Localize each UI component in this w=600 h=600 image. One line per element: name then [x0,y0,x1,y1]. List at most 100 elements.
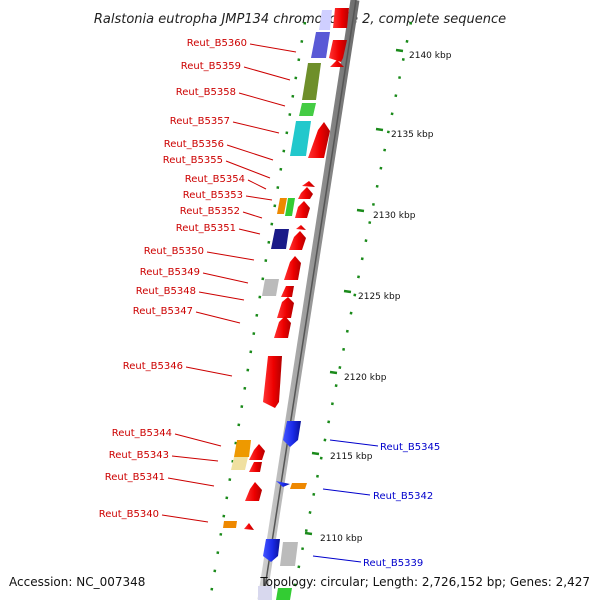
tick-mark [356,208,365,213]
leader-line [232,121,280,134]
gene-arrow[interactable] [281,286,294,297]
leader-line [167,477,215,487]
tick-mark [311,451,320,456]
leader-line [322,488,371,496]
gene-box[interactable] [285,198,295,216]
gene-arrow[interactable] [263,356,282,408]
gene-box[interactable] [262,279,279,296]
leader-line [171,455,219,462]
gene-box[interactable] [271,229,289,249]
gene-arrow[interactable] [274,316,291,338]
gene-arrow[interactable] [298,187,313,199]
gene-label[interactable]: Reut_B5360 [187,38,247,49]
gene-label[interactable]: Reut_B5346 [123,361,183,372]
tick-label: 2120 kbp [344,373,387,383]
gene-box[interactable] [290,121,311,156]
gene-arrow[interactable] [333,8,349,28]
tick-mark [375,127,384,132]
gene-arrow[interactable] [302,181,315,187]
gene-arrow[interactable] [263,539,280,562]
gene-arrow[interactable] [289,231,306,250]
gene-arrow[interactable] [296,225,306,230]
gene-label[interactable]: Reut_B5342 [373,491,433,502]
gene-box[interactable] [299,103,316,116]
gene-label[interactable]: Reut_B5356 [164,139,224,150]
gene-arrow[interactable] [330,60,344,67]
gene-label[interactable]: Reut_B5354 [185,174,245,185]
gene-box[interactable] [290,483,307,489]
forward-strand-genes [244,8,349,530]
gene-arrow[interactable] [329,40,347,62]
gene-arrow[interactable] [249,462,262,472]
gene-label[interactable]: Reut_B5350 [144,246,204,257]
gene-label[interactable]: Reut_B5358 [176,87,236,98]
chromosome-backbone [257,0,360,600]
gene-box[interactable] [223,521,237,528]
gene-box[interactable] [258,586,272,600]
tick-mark [304,531,313,536]
gene-arrow[interactable] [245,482,262,501]
gene-label[interactable]: Reut_B5344 [112,428,172,439]
gene-label[interactable]: Reut_B5345 [380,442,440,453]
gene-arrow[interactable] [295,201,310,218]
gene-arrow[interactable] [244,523,254,530]
tick-mark [343,289,352,294]
leader-line [174,433,222,447]
gene-label[interactable]: Reut_B5347 [133,306,193,317]
leader-line [329,439,379,447]
tick-mark [395,48,404,53]
gene-arrow[interactable] [276,481,290,487]
gene-label[interactable]: Reut_B5357 [170,116,230,127]
left-gene-labels: Reut_B5360 Reut_B5359 Reut_B5358 Reut_B5… [99,38,297,523]
leader-line [202,272,249,284]
gene-box[interactable] [280,542,298,566]
gene-label[interactable]: Reut_B5339 [363,558,423,569]
right-gene-labels: Reut_B5345 Reut_B5342 Reut_B5339 [312,439,440,569]
gene-arrow[interactable] [284,256,301,280]
gene-label[interactable]: Reut_B5351 [176,223,236,234]
leader-line [225,160,271,179]
gene-box[interactable] [319,10,332,30]
leader-line [161,514,209,523]
tick-label: 2115 kbp [330,452,373,462]
gene-label[interactable]: Reut_B5359 [181,61,241,72]
gene-label[interactable]: Reut_B5353 [183,190,243,201]
leader-line [249,43,297,53]
gene-arrow[interactable] [283,421,301,447]
tick-label: 2130 kbp [373,211,416,221]
gene-label[interactable]: Reut_B5340 [99,509,159,520]
other-gene-blocks [223,10,332,600]
reverse-strand-genes [258,421,301,600]
accession-text: Accession: NC_007348 [9,575,145,589]
gene-arrow[interactable] [249,444,265,460]
gene-label[interactable]: Reut_B5348 [136,286,196,297]
gene-box[interactable] [231,457,248,470]
gene-box[interactable] [234,440,251,457]
leader-line [238,92,286,107]
gene-box[interactable] [311,32,330,58]
gene-label[interactable]: Reut_B5341 [105,472,165,483]
leader-line [185,366,233,377]
topology-text: Topology: circular; Length: 2,726,152 bp… [259,575,590,589]
tick-label: 2125 kbp [358,292,401,302]
tick-label: 2110 kbp [320,534,363,544]
tick-label: 2135 kbp [391,130,434,140]
gene-box[interactable] [276,588,292,600]
leader-line [195,311,241,324]
gene-label[interactable]: Reut_B5355 [163,155,223,166]
gene-label[interactable]: Reut_B5349 [140,267,200,278]
gene-label[interactable]: Reut_B5343 [109,450,169,461]
gene-box[interactable] [277,198,287,214]
kbp-ticks: 2140 kbp 2135 kbp 2130 kbp 2125 kbp 2120… [304,48,452,544]
chromosome-backbone-core [262,0,357,600]
gene-arrow[interactable] [308,122,330,158]
leader-line [198,291,245,301]
gene-arrow[interactable] [277,297,294,318]
leader-line [247,179,267,190]
gene-label[interactable]: Reut_B5352 [180,206,240,217]
map-title: Ralstonia eutropha JMP134 chromosome 2, … [94,12,506,27]
leader-line [243,66,291,81]
gene-box[interactable] [302,63,321,100]
leader-line [245,195,273,201]
